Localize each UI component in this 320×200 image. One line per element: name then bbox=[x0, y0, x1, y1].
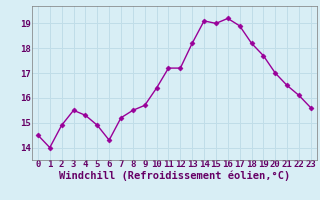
X-axis label: Windchill (Refroidissement éolien,°C): Windchill (Refroidissement éolien,°C) bbox=[59, 170, 290, 181]
